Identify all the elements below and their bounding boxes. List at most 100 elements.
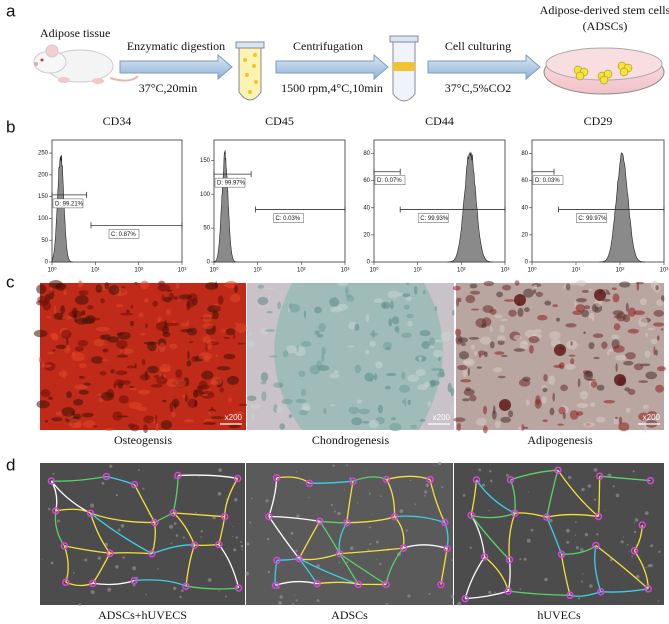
texture — [134, 363, 137, 369]
texture — [583, 370, 594, 381]
cell-debris — [544, 577, 548, 582]
cell-debris — [581, 487, 585, 492]
texture — [114, 379, 125, 387]
texture — [517, 307, 524, 317]
cell-debris — [494, 591, 496, 594]
texture — [46, 316, 51, 319]
texture — [184, 394, 188, 402]
texture — [143, 341, 158, 345]
cell-debris — [290, 531, 294, 535]
cell-debris — [633, 522, 636, 524]
junction — [62, 578, 70, 587]
cell-debris — [582, 573, 584, 575]
cell-debris — [212, 516, 216, 520]
texture — [588, 313, 595, 319]
texture — [166, 378, 179, 388]
junction — [390, 512, 399, 521]
cell-debris — [425, 483, 430, 488]
cell-debris — [142, 487, 145, 490]
texture — [401, 371, 406, 380]
texture — [74, 384, 88, 390]
texture — [638, 412, 649, 421]
panel-title: CD34 — [103, 114, 132, 128]
cell-debris — [132, 566, 137, 571]
texture — [203, 421, 216, 425]
cell-debris — [181, 589, 184, 592]
cell-debris — [145, 594, 147, 596]
texture — [389, 422, 402, 432]
texture — [79, 283, 85, 286]
texture — [40, 389, 51, 397]
cell-debris — [478, 468, 482, 472]
y-tick-label: 150 — [38, 194, 49, 200]
texture — [493, 367, 503, 373]
texture — [78, 389, 89, 395]
texture — [187, 350, 190, 360]
texture — [155, 414, 158, 424]
junction — [597, 587, 605, 596]
y-tick-label: 250 — [38, 151, 49, 157]
texture — [141, 358, 146, 366]
texture — [456, 297, 459, 307]
cell-debris — [294, 594, 296, 596]
texture — [294, 346, 306, 357]
texture — [434, 339, 444, 343]
tube-segment — [394, 515, 446, 524]
cell-debris — [231, 535, 234, 537]
texture — [260, 381, 267, 385]
image-label: Adipogenesis — [527, 433, 593, 447]
junction — [638, 521, 646, 529]
histogram-panel: CD44 0 20 40 60 80 10⁰ 10¹ 10² 10³ D: 0.07% C: 99.9… — [363, 114, 509, 274]
texture — [633, 310, 645, 316]
cell-debris — [72, 572, 75, 574]
texture — [479, 336, 491, 345]
junction — [272, 474, 281, 482]
cell-debris — [481, 483, 486, 487]
texture — [565, 283, 571, 291]
texture — [303, 310, 306, 319]
texture — [219, 387, 224, 393]
junction — [437, 580, 445, 589]
lipid-droplet — [514, 294, 526, 306]
texture — [144, 298, 149, 303]
texture — [558, 406, 566, 415]
texture — [537, 314, 548, 321]
texture — [116, 340, 128, 349]
texture — [407, 374, 420, 382]
texture — [627, 307, 637, 317]
texture — [33, 329, 48, 338]
cell-debris — [634, 518, 639, 522]
cell-debris — [90, 590, 95, 595]
junction — [426, 475, 434, 484]
cell-debris — [489, 470, 492, 473]
texture — [489, 326, 493, 332]
texture — [108, 285, 120, 295]
texture — [405, 282, 410, 286]
texture — [557, 423, 564, 426]
texture — [583, 331, 586, 335]
junction — [130, 576, 138, 585]
cell-debris — [633, 530, 637, 534]
texture — [410, 424, 418, 429]
cell-debris — [632, 470, 635, 473]
cell-debris — [267, 570, 271, 574]
tube — [389, 35, 419, 102]
cell-debris — [235, 536, 239, 539]
texture — [257, 296, 269, 306]
texture — [68, 418, 82, 429]
texture — [564, 363, 576, 370]
texture — [549, 407, 555, 416]
step-condition: 37°C,5%CO2 — [445, 81, 511, 95]
texture — [552, 304, 559, 308]
y-tick-label: 0 — [367, 260, 371, 266]
texture — [454, 328, 462, 337]
texture — [556, 317, 560, 322]
texture — [152, 300, 159, 307]
texture — [75, 295, 89, 305]
y-tick-label: 60 — [521, 178, 528, 184]
cell-debris — [575, 521, 577, 523]
texture — [139, 373, 151, 381]
x-tick-label: 10² — [134, 268, 143, 274]
gate-label: C: 0.03% — [275, 216, 300, 222]
cell-debris — [295, 471, 298, 473]
